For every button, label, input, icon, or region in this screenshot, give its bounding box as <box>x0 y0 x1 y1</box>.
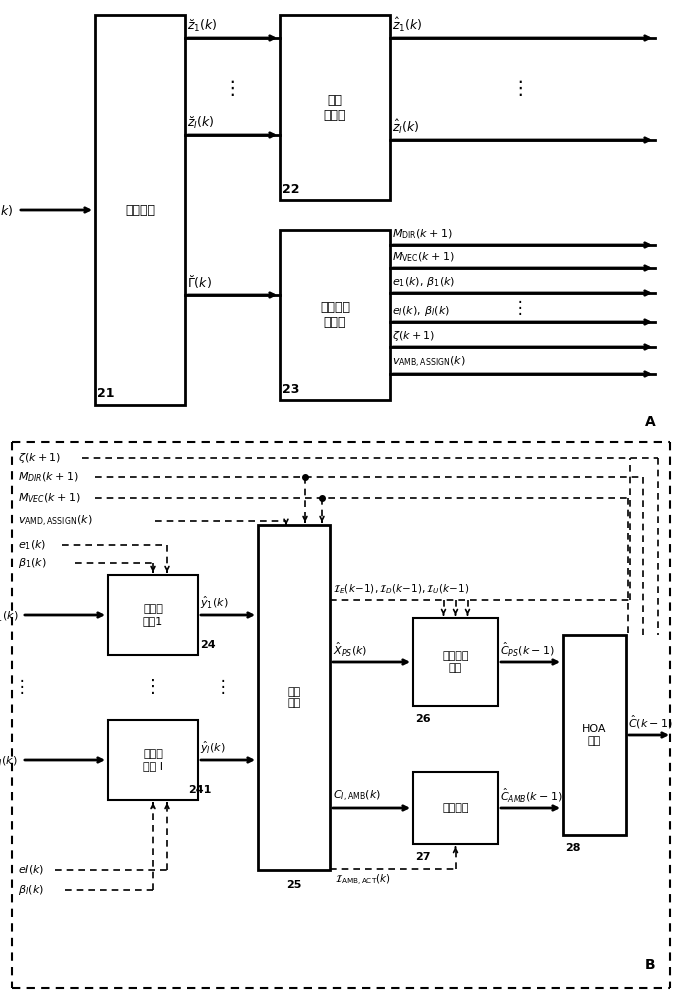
Text: $\hat{y}_I(k)$: $\hat{y}_I(k)$ <box>200 740 226 756</box>
Text: 23: 23 <box>282 383 300 396</box>
Text: ⋮: ⋮ <box>14 678 30 696</box>
Text: 环境合成: 环境合成 <box>442 803 469 813</box>
Text: $M_{\mathrm{VEC}}(k+1)$: $M_{\mathrm{VEC}}(k+1)$ <box>392 250 455 264</box>
Text: ⋮: ⋮ <box>510 79 530 98</box>
Text: $\hat{z}_I(k)$: $\hat{z}_I(k)$ <box>0 752 18 768</box>
Text: $\breve{\Gamma}(k)$: $\breve{\Gamma}(k)$ <box>187 273 212 291</box>
Text: $\hat{y}_1(k)$: $\hat{y}_1(k)$ <box>200 595 229 611</box>
Text: 24: 24 <box>200 640 216 650</box>
Text: $e_1(k),\,\beta_1(k)$: $e_1(k),\,\beta_1(k)$ <box>392 275 455 289</box>
Text: $\mathcal{I}_{\mathrm{AMB,ACT}}(k)$: $\mathcal{I}_{\mathrm{AMB,ACT}}(k)$ <box>335 873 391 888</box>
Text: B: B <box>644 958 655 972</box>
Text: $eI(k)$: $eI(k)$ <box>18 863 45 876</box>
Text: 主要声音
合成: 主要声音 合成 <box>442 651 469 673</box>
Text: $\beta_I(k)$: $\beta_I(k)$ <box>18 883 44 897</box>
Text: 边信息源
解码器: 边信息源 解码器 <box>320 301 350 329</box>
Text: ⋮: ⋮ <box>223 79 242 98</box>
Text: 241: 241 <box>188 785 212 795</box>
Text: 28: 28 <box>565 843 581 853</box>
Bar <box>413 772 498 844</box>
Bar <box>563 635 626 835</box>
Bar <box>280 230 390 400</box>
Text: $e_1(k)$: $e_1(k)$ <box>18 538 46 552</box>
Text: $v_{\mathrm{AMB,ASSIGN}}(k)$: $v_{\mathrm{AMB,ASSIGN}}(k)$ <box>392 355 466 370</box>
Text: $\hat{z}_1(k)$: $\hat{z}_1(k)$ <box>0 607 18 623</box>
Text: 25: 25 <box>286 880 302 890</box>
Text: 逆增益
控制1: 逆增益 控制1 <box>143 604 163 626</box>
Text: $\hat{z}_I(k)$: $\hat{z}_I(k)$ <box>392 118 420 136</box>
Text: 21: 21 <box>97 387 115 400</box>
Bar <box>108 720 198 800</box>
Bar <box>258 525 330 870</box>
Text: $C_{I,\mathrm{AMB}}(k)$: $C_{I,\mathrm{AMB}}(k)$ <box>333 789 381 804</box>
Text: $\hat{z}_1(k)$: $\hat{z}_1(k)$ <box>392 16 423 34</box>
Text: $\mathcal{I}_E(k\!-\!1),\mathcal{I}_D(k\!-\!1),\mathcal{I}_U(k\!-\!1)$: $\mathcal{I}_E(k\!-\!1),\mathcal{I}_D(k\… <box>333 582 469 596</box>
Text: $\hat{C}_{PS}(k-1)$: $\hat{C}_{PS}(k-1)$ <box>500 640 555 658</box>
Text: $\breve{z}_1(k)$: $\breve{z}_1(k)$ <box>187 17 218 34</box>
Bar <box>108 575 198 655</box>
Text: $M_{DIR}(k+1)$: $M_{DIR}(k+1)$ <box>18 470 78 484</box>
Text: $\hat{C}(k-1)$: $\hat{C}(k-1)$ <box>628 714 673 731</box>
Text: 感知
解码器: 感知 解码器 <box>324 94 346 122</box>
Text: 27: 27 <box>415 852 431 862</box>
Text: $\breve{B}(k)$: $\breve{B}(k)$ <box>0 201 14 219</box>
Text: $\hat{C}_{AMB}(k-1)$: $\hat{C}_{AMB}(k-1)$ <box>500 786 563 804</box>
Text: ⋮: ⋮ <box>214 678 232 696</box>
Text: 解复用器: 解复用器 <box>125 204 155 217</box>
Text: 26: 26 <box>415 714 431 724</box>
Text: $M_{\mathrm{DIR}}(k+1)$: $M_{\mathrm{DIR}}(k+1)$ <box>392 227 453 241</box>
Text: $\hat{X}_{PS}(k)$: $\hat{X}_{PS}(k)$ <box>333 640 368 658</box>
Text: $\zeta(k+1)$: $\zeta(k+1)$ <box>392 329 435 343</box>
Text: ⋮: ⋮ <box>144 678 162 696</box>
Text: $\zeta(k+1)$: $\zeta(k+1)$ <box>18 451 61 465</box>
Text: $e_I(k),\,\beta_I(k)$: $e_I(k),\,\beta_I(k)$ <box>392 304 450 318</box>
Text: $M_{VEC}(k+1)$: $M_{VEC}(k+1)$ <box>18 491 80 505</box>
Text: $\beta_1(k)$: $\beta_1(k)$ <box>18 556 47 570</box>
Text: ⋮: ⋮ <box>512 299 528 317</box>
Text: 逆增益
控制 I: 逆增益 控制 I <box>143 749 163 771</box>
Text: $\breve{z}_I(k)$: $\breve{z}_I(k)$ <box>187 114 214 131</box>
Text: $v_{\mathrm{AMD,ASSIGN}}(k)$: $v_{\mathrm{AMD,ASSIGN}}(k)$ <box>18 513 93 529</box>
Text: HOA
组成: HOA 组成 <box>583 724 607 746</box>
Text: A: A <box>644 415 655 429</box>
Text: 通道
分配: 通道 分配 <box>287 687 301 708</box>
Bar <box>413 618 498 706</box>
Bar <box>95 15 185 405</box>
Text: 22: 22 <box>282 183 300 196</box>
Bar <box>280 15 390 200</box>
